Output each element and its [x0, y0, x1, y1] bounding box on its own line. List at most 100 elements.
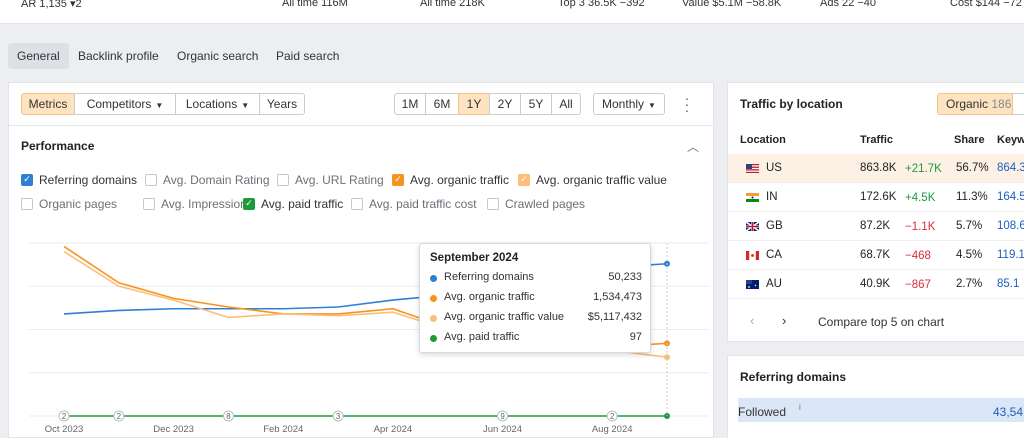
series-dot — [430, 275, 437, 282]
location-row-au[interactable]: AU 40.9K −867 2.7% 85.1 — [728, 270, 1024, 299]
interval-dropdown[interactable]: Monthly ▼ — [593, 93, 665, 115]
header-location[interactable]: Location — [740, 134, 786, 146]
tooltip-value: 1,534,473 — [593, 291, 642, 303]
range-all[interactable]: All — [551, 93, 581, 115]
locations-dropdown[interactable]: Locations ▼ — [175, 93, 260, 115]
checkbox-label: Referring domains — [39, 173, 138, 187]
header-keywords[interactable]: Keyw — [997, 134, 1024, 146]
range-1y[interactable]: 1Y — [458, 93, 490, 115]
checkbox-crawled-pages[interactable]: Crawled pages — [487, 197, 585, 213]
event-marker-label: 2 — [62, 412, 67, 421]
tab-organic-search[interactable]: Organic search — [177, 49, 259, 63]
checkbox-avg-paid-traffic[interactable]: ✓ Avg. paid traffic — [243, 197, 343, 213]
competitors-dropdown[interactable]: Competitors ▼ — [74, 93, 176, 115]
header-share[interactable]: Share — [954, 134, 985, 146]
compare-top5-link[interactable]: Compare top 5 on chart — [818, 315, 945, 329]
keywords-value[interactable]: 864.3 — [997, 162, 1024, 174]
traffic-delta: −1.1K — [905, 221, 936, 233]
series-endpoint — [664, 354, 670, 361]
range-1m[interactable]: 1M — [394, 93, 426, 115]
tooltip-row: Avg. organic traffic value $5,117,432 — [430, 311, 642, 327]
range-2y[interactable]: 2Y — [489, 93, 521, 115]
event-marker — [222, 410, 234, 422]
x-tick-label: Jun 2024 — [483, 424, 522, 435]
top-stats-bar: AR 1,135 ▾2 All time 116M All time 218K … — [0, 0, 1024, 24]
tab-paid-search[interactable]: Paid search — [276, 49, 340, 63]
checkbox-referring-domains[interactable]: ✓ Referring domains — [21, 173, 137, 189]
tab-organic[interactable]: Organic 186 — [937, 93, 1013, 115]
tooltip-label: Avg. organic traffic value — [444, 311, 565, 323]
checkbox-label: Avg. organic traffic — [410, 173, 509, 187]
ads-value-link[interactable]: 22 — [842, 0, 855, 9]
tooltip-label: Referring domains — [444, 271, 534, 283]
event-marker-label: 9 — [500, 412, 505, 421]
checkbox-organic-pages[interactable]: Organic pages — [21, 197, 117, 213]
keywords-value[interactable]: 119.1 — [997, 249, 1024, 261]
checkbox-avg-impressions[interactable]: Avg. Impressions — [143, 197, 253, 213]
next-page-icon[interactable]: › — [782, 313, 787, 328]
checkbox-icon — [145, 174, 157, 186]
ar-value-link[interactable]: 1,135 — [39, 0, 67, 10]
checkbox-avg-domain-rating[interactable]: Avg. Domain Rating — [145, 173, 270, 189]
tab-general[interactable]: General — [8, 43, 69, 69]
chevron-down-icon: ▼ — [648, 101, 656, 110]
followed-value[interactable]: 43,54 — [993, 405, 1024, 419]
more-options-icon[interactable]: · · · — [684, 90, 690, 118]
event-marker — [58, 410, 70, 422]
chart-tooltip: September 2024 Referring domains 50,233 … — [419, 243, 651, 353]
tab-paid[interactable] — [1012, 93, 1024, 115]
keywords-value[interactable]: 108.6 — [997, 220, 1024, 232]
x-tick-label: Feb 2024 — [263, 424, 303, 435]
checkbox-label: Avg. paid traffic cost — [369, 197, 477, 211]
location-row-gb[interactable]: GB 87.2K −1.1K 5.7% 108.6 — [728, 212, 1024, 241]
share-value: 5.7% — [956, 220, 983, 232]
location-row-ca[interactable]: CA 68.7K −468 4.5% 119.1 — [728, 241, 1024, 270]
range-6m[interactable]: 6M — [425, 93, 459, 115]
checkbox-icon — [143, 198, 155, 210]
header-traffic[interactable]: Traffic — [860, 134, 894, 146]
location-row-in[interactable]: IN 172.6K +4.5K 11.3% 164.5 — [728, 183, 1024, 212]
traffic-by-location-card: Traffic by location Organic 186 Location… — [727, 82, 1024, 342]
prev-page-icon[interactable]: ‹ — [750, 313, 755, 328]
checkbox-avg-organic-traffic-value[interactable]: ✓ Avg. organic traffic value — [518, 173, 667, 189]
alltime-stat-1: All time 116M — [282, 0, 348, 9]
traffic-delta: −867 — [905, 279, 931, 291]
ar-delta: ▾2 — [69, 0, 82, 10]
location-row-us[interactable]: US 863.8K +21.7K 56.7% 864.3 — [728, 154, 1024, 183]
checkmark-icon: ✓ — [392, 174, 404, 186]
checkbox-avg-url-rating[interactable]: Avg. URL Rating — [277, 173, 384, 189]
country-code: IN — [766, 191, 778, 203]
years-button[interactable]: Years — [259, 93, 305, 115]
locations-label: Locations — [185, 97, 238, 111]
interval-label: Monthly — [602, 97, 645, 111]
checkbox-avg-paid-traffic-cost[interactable]: Avg. paid traffic cost — [351, 197, 477, 213]
traffic-value: 40.9K — [860, 278, 891, 290]
event-marker-label: 8 — [226, 412, 231, 421]
checkmark-icon: ✓ — [518, 174, 530, 186]
range-5y[interactable]: 5Y — [520, 93, 552, 115]
value-stat: Value $5.1M −58.8K — [682, 0, 781, 9]
tab-backlink-profile[interactable]: Backlink profile — [78, 49, 159, 63]
metrics-button[interactable]: Metrics — [21, 93, 75, 115]
chevron-down-icon: ▼ — [241, 101, 250, 110]
referring-domains-card: Referring domains Followed i 43,54 — [727, 355, 1024, 438]
cost-value: $144 — [975, 0, 1001, 9]
share-value: 56.7% — [956, 162, 989, 174]
chevron-up-icon[interactable]: ︿ — [687, 140, 700, 154]
checkbox-icon — [351, 198, 363, 210]
alltime-stat-2: All time 218K — [420, 0, 485, 9]
country-code: US — [766, 162, 782, 174]
checkbox-icon — [277, 174, 289, 186]
traffic-value: 172.6K — [860, 191, 897, 203]
country-code: GB — [766, 220, 783, 232]
event-marker — [332, 410, 344, 422]
keywords-value[interactable]: 164.5 — [997, 191, 1024, 203]
checkbox-avg-organic-traffic[interactable]: ✓ Avg. organic traffic — [392, 173, 509, 189]
series-dot — [430, 295, 437, 302]
keywords-value[interactable]: 85.1 — [997, 278, 1020, 290]
info-icon[interactable]: i — [799, 403, 801, 412]
top3-value-link[interactable]: 36.5K — [587, 0, 617, 9]
tooltip-row: Avg. organic traffic 1,534,473 — [430, 291, 642, 307]
series-dot — [430, 315, 437, 322]
tooltip-value: 97 — [629, 331, 642, 343]
